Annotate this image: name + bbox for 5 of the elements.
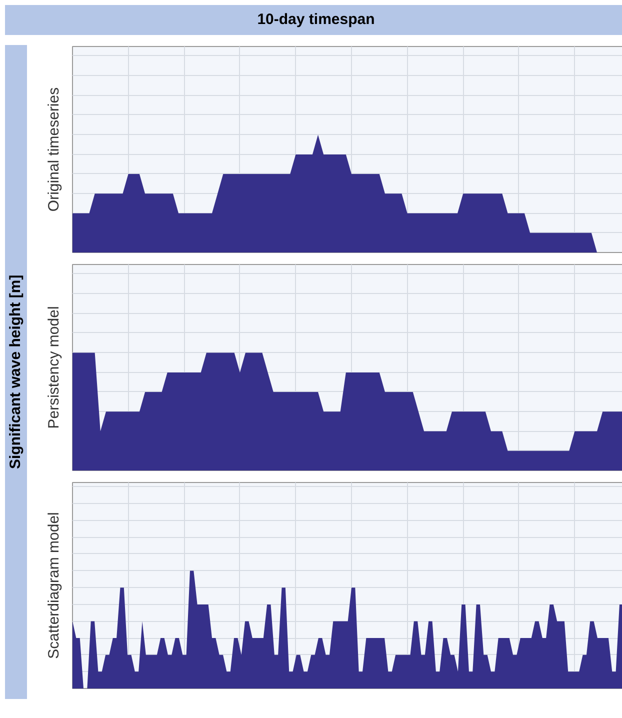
- chart-title: 10-day timespan: [257, 10, 375, 30]
- y-axis-title: Original timeseries: [46, 87, 62, 212]
- y-axis-title: Persistency model: [46, 306, 62, 429]
- text: Significant wave height [m]: [6, 274, 25, 470]
- y-axis-title: Scatterdiagram model: [46, 512, 62, 659]
